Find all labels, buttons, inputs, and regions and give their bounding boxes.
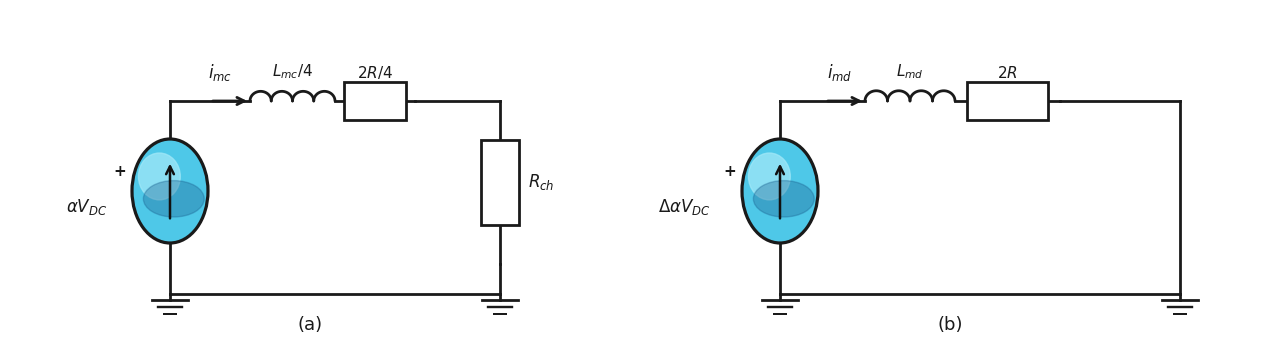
- Ellipse shape: [139, 153, 181, 200]
- Ellipse shape: [132, 139, 207, 243]
- Bar: [481, 140, 519, 225]
- Text: $2R$: $2R$: [997, 65, 1018, 81]
- Text: (b): (b): [937, 316, 962, 334]
- Text: $L_{md}$: $L_{md}$: [896, 62, 924, 81]
- Text: +: +: [723, 164, 736, 179]
- Ellipse shape: [742, 139, 819, 243]
- Text: $i_{md}$: $i_{md}$: [827, 62, 853, 83]
- Text: $\Delta\alpha V_{DC}$: $\Delta\alpha V_{DC}$: [658, 197, 710, 217]
- Ellipse shape: [144, 181, 204, 217]
- Text: $\alpha V_{DC}$: $\alpha V_{DC}$: [66, 197, 108, 217]
- Ellipse shape: [749, 153, 791, 200]
- Text: +: +: [113, 164, 126, 179]
- Text: $R_{ch}$: $R_{ch}$: [528, 173, 555, 192]
- Text: $L_{mc}/4$: $L_{mc}/4$: [272, 62, 313, 81]
- Text: $2R/4$: $2R/4$: [356, 64, 393, 81]
- Bar: [344, 82, 406, 120]
- Text: $i_{mc}$: $i_{mc}$: [207, 62, 232, 83]
- Ellipse shape: [754, 181, 815, 217]
- Bar: [966, 82, 1049, 120]
- Text: (a): (a): [298, 316, 322, 334]
